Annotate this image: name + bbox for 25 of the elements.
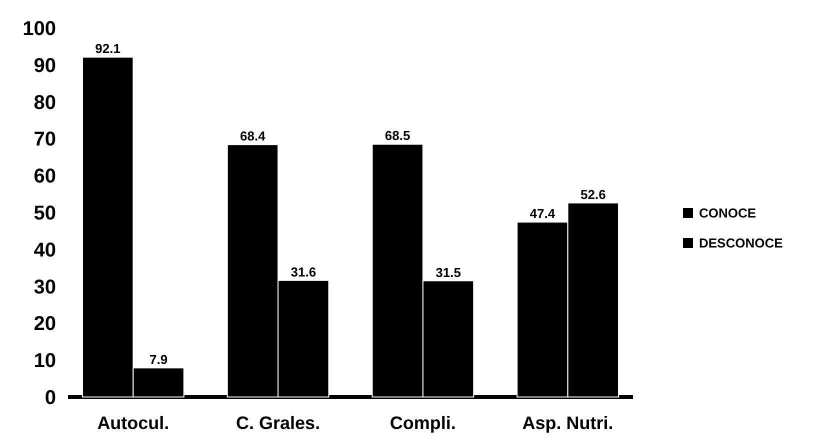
x-tick-label: Compli. — [390, 413, 456, 433]
data-label: 7.9 — [150, 352, 168, 367]
data-label: 31.6 — [290, 264, 316, 280]
data-label: 68.4 — [240, 128, 266, 144]
data-label: 31.5 — [436, 264, 461, 280]
y-tick-label: 10 — [34, 350, 56, 372]
y-tick-label: 90 — [34, 54, 56, 77]
y-tick-label: 20 — [34, 313, 56, 336]
legend-label: CONOCE — [699, 206, 756, 221]
data-label: 52.6 — [580, 186, 606, 202]
y-tick-label: 60 — [34, 166, 56, 188]
data-label: 92.1 — [95, 41, 120, 56]
x-tick-label: C. Grales. — [236, 413, 320, 433]
x-tick-label: Asp. Nutri. — [522, 413, 614, 433]
y-tick-label: 30 — [34, 276, 56, 298]
legend-label: DESCONOCE — [699, 236, 784, 251]
y-tick-label: 40 — [34, 239, 56, 262]
y-tick-label: 100 — [22, 18, 56, 40]
data-label: 68.5 — [384, 128, 410, 144]
y-tick-label: 70 — [34, 128, 56, 151]
y-tick-label: 50 — [34, 202, 56, 224]
y-tick-label: 0 — [44, 387, 56, 409]
data-label: 47.4 — [530, 206, 556, 222]
x-tick-label: Autocul. — [97, 413, 170, 433]
y-tick-label: 80 — [34, 92, 56, 114]
